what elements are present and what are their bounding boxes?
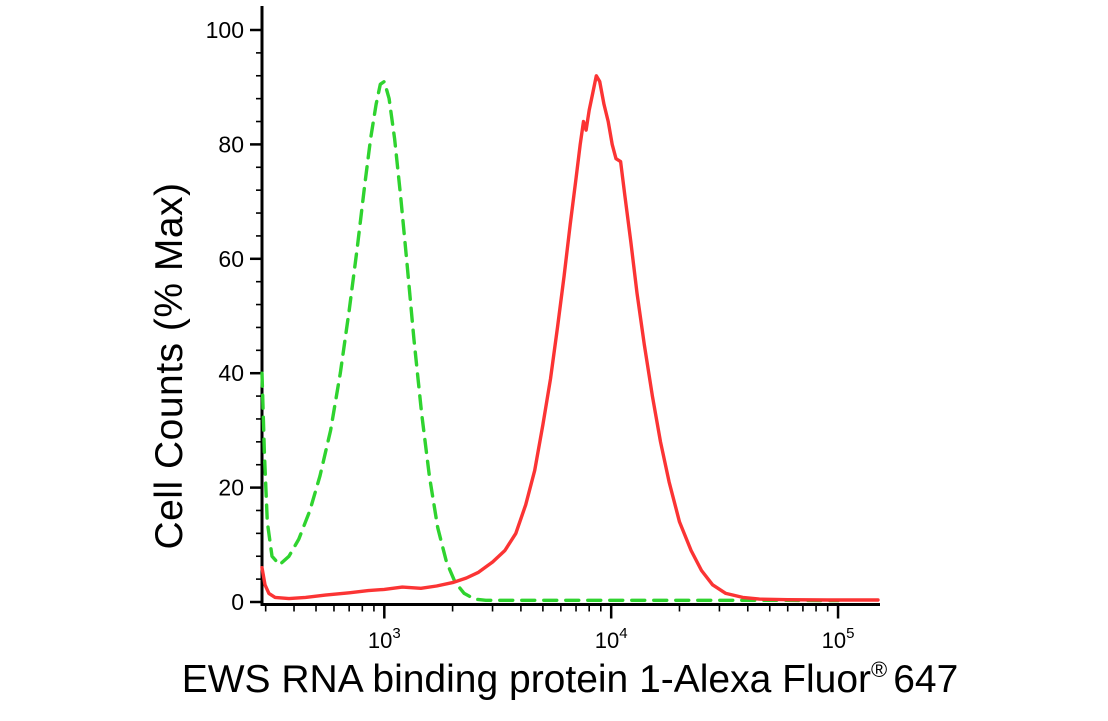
x-axis-title-suffix: 647 <box>893 658 959 701</box>
y-tick-label: 40 <box>218 360 244 386</box>
axes <box>260 6 880 606</box>
x-axis-ticks: 103 104 105 <box>264 604 855 653</box>
curve-ews-rbp1-red-solid <box>260 74 880 602</box>
registered-trademark-icon: ® <box>871 657 888 682</box>
x-tick-label: 103 <box>368 625 401 653</box>
y-tick-label: 20 <box>218 475 244 501</box>
x-axis-title: EWS RNA binding protein 1-Alexa Fluor® 64… <box>8 657 1108 702</box>
y-tick-label: 0 <box>231 589 244 615</box>
series-curves <box>260 74 880 603</box>
x-tick-label: 105 <box>822 625 855 653</box>
curve-control-green-dashed <box>260 79 840 603</box>
y-tick-label: 100 <box>206 17 244 43</box>
y-axis-ticks: 0 20 40 60 80 100 <box>206 17 262 615</box>
x-tick-label: 104 <box>595 625 628 653</box>
x-axis-title-text: EWS RNA binding protein 1-Alexa Fluor <box>181 658 872 701</box>
y-tick-label: 60 <box>218 246 244 272</box>
y-axis-title: Cell Counts (% Max) <box>148 182 191 550</box>
y-tick-label: 80 <box>218 131 244 157</box>
